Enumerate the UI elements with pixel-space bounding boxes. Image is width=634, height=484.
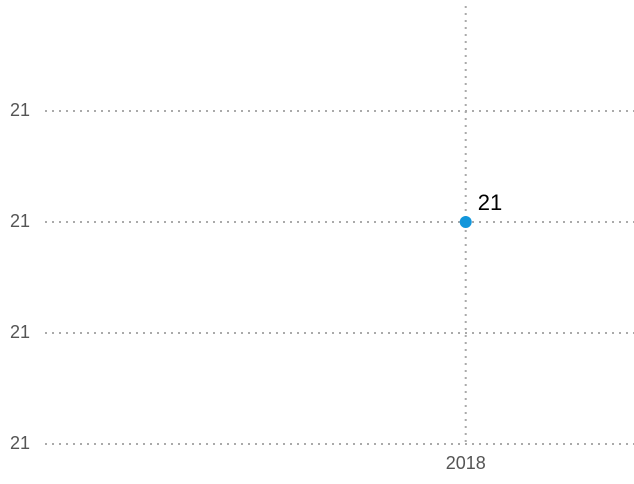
y-tick-label: 21: [10, 322, 30, 342]
y-tick-label: 21: [10, 211, 30, 231]
point: [459, 216, 472, 228]
x-tick-label: 2018: [446, 453, 486, 473]
y-tick-label: 21: [10, 100, 30, 120]
data-label: 21: [478, 190, 502, 215]
y-tick-label: 21: [10, 433, 30, 453]
